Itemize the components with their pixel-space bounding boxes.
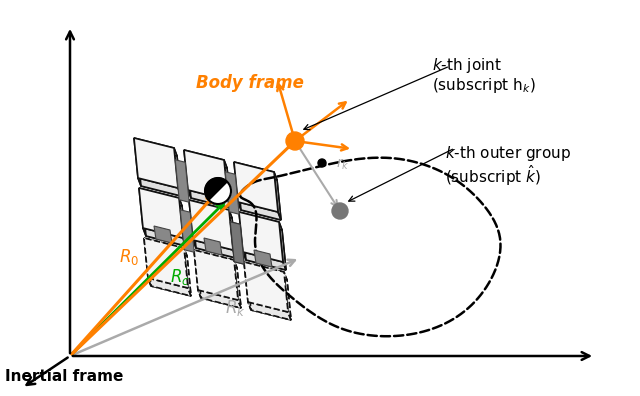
Polygon shape [244,262,287,280]
Polygon shape [225,172,239,214]
Polygon shape [184,150,227,168]
Polygon shape [175,160,189,202]
Polygon shape [143,228,186,246]
Text: $k$-th outer group: $k$-th outer group [445,144,571,163]
Polygon shape [184,150,228,200]
Polygon shape [138,178,181,196]
Circle shape [286,132,304,150]
Polygon shape [134,138,177,156]
Text: Inertial frame: Inertial frame [5,369,124,384]
Polygon shape [154,226,172,243]
Polygon shape [205,178,227,200]
Polygon shape [184,248,191,296]
Polygon shape [279,222,286,270]
Polygon shape [184,150,191,198]
Polygon shape [244,262,288,312]
Polygon shape [238,202,281,220]
Polygon shape [229,210,236,258]
Polygon shape [189,200,233,250]
Polygon shape [239,212,282,230]
Polygon shape [189,200,196,248]
Polygon shape [147,246,191,296]
Polygon shape [192,208,236,258]
Text: (subscript $\hat{k}$): (subscript $\hat{k}$) [445,163,541,188]
Polygon shape [224,160,231,208]
Polygon shape [237,170,281,220]
Text: Body frame: Body frame [196,74,304,92]
Polygon shape [230,222,244,264]
Polygon shape [194,250,201,298]
Circle shape [318,159,326,167]
Polygon shape [144,238,187,256]
Polygon shape [194,250,237,268]
Polygon shape [248,302,291,320]
Polygon shape [254,250,272,267]
Polygon shape [234,260,241,308]
Text: $R_k$: $R_k$ [225,298,245,318]
Polygon shape [247,270,291,320]
Polygon shape [187,158,231,208]
Polygon shape [189,200,232,218]
Polygon shape [194,250,238,300]
Polygon shape [144,238,188,288]
Polygon shape [179,198,186,246]
Polygon shape [144,238,151,286]
Polygon shape [198,290,241,308]
Text: $R_c$: $R_c$ [170,267,189,287]
Polygon shape [239,212,246,260]
Polygon shape [137,146,181,196]
Circle shape [332,203,348,219]
Polygon shape [197,258,241,308]
Polygon shape [134,138,178,188]
Polygon shape [243,252,286,270]
Polygon shape [148,278,191,296]
Polygon shape [142,196,186,246]
Polygon shape [174,148,181,196]
Polygon shape [139,188,146,236]
Text: $k$-th joint: $k$-th joint [432,56,502,75]
Polygon shape [284,272,291,320]
Polygon shape [139,188,182,206]
Polygon shape [139,188,183,238]
Polygon shape [234,162,278,212]
Polygon shape [230,222,244,264]
Polygon shape [244,262,251,310]
Text: $R_0$: $R_0$ [119,247,139,267]
Text: (subscript h$_k$): (subscript h$_k$) [432,76,536,95]
Polygon shape [234,162,277,180]
Polygon shape [180,210,194,252]
Polygon shape [204,238,222,255]
Polygon shape [239,212,283,262]
Polygon shape [242,220,286,270]
Text: $r_k$: $r_k$ [335,157,349,172]
Polygon shape [234,162,241,210]
Polygon shape [193,240,236,258]
Polygon shape [134,138,141,186]
Circle shape [205,178,231,204]
Polygon shape [274,172,281,220]
Polygon shape [188,190,231,208]
